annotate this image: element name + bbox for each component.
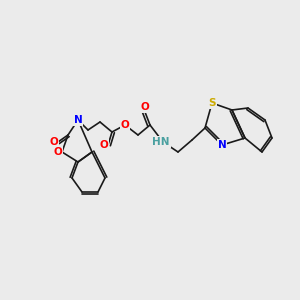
Text: O: O bbox=[50, 137, 58, 147]
Text: N: N bbox=[74, 115, 82, 125]
Text: S: S bbox=[208, 98, 216, 108]
Text: O: O bbox=[54, 147, 62, 157]
Text: N: N bbox=[218, 140, 226, 150]
Text: O: O bbox=[141, 102, 149, 112]
Text: O: O bbox=[121, 120, 129, 130]
Text: HN: HN bbox=[152, 137, 170, 147]
Text: O: O bbox=[100, 140, 108, 150]
